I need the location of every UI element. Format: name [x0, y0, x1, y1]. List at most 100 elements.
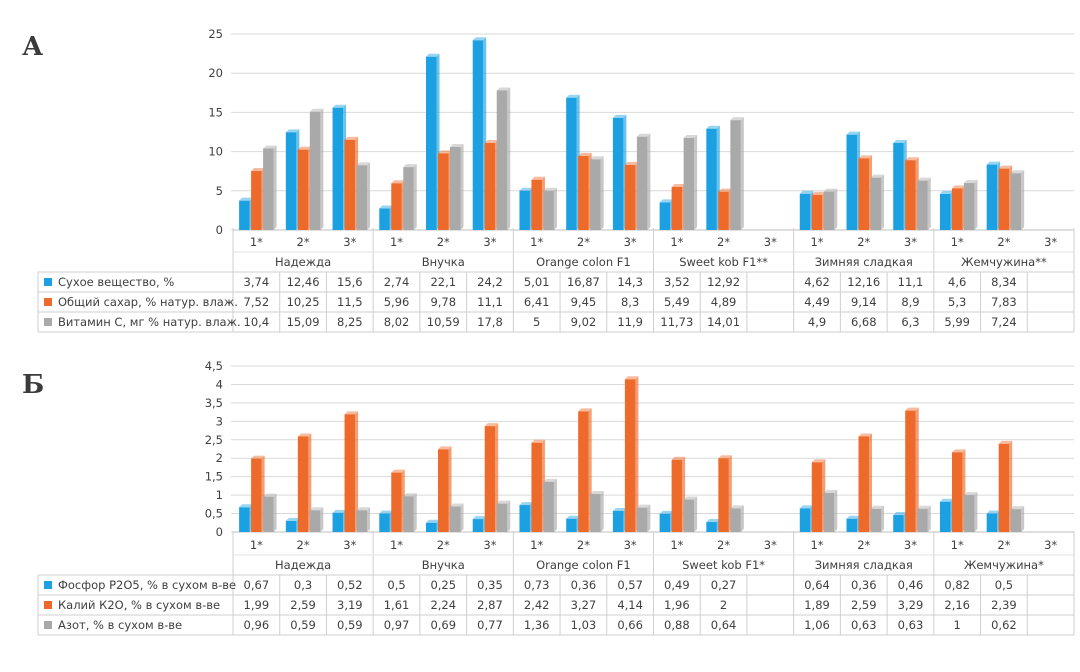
bar-a-s1-c17 [986, 161, 1001, 230]
bar-top [998, 440, 1013, 444]
y-tick-label-b: 4,5 [205, 359, 223, 373]
bar-front [951, 452, 963, 532]
data-label-a: 5,3 [948, 295, 966, 309]
bar-front [905, 160, 916, 230]
bar-top [706, 125, 720, 129]
legend-label-a: Сухое вещество, % [58, 275, 174, 289]
data-label-b: 2,87 [477, 598, 503, 612]
data-label-a: 12,16 [847, 275, 880, 289]
bar-b-s2-c16 [951, 449, 966, 532]
bar-front [624, 164, 636, 230]
data-label-a: 10,4 [244, 315, 270, 329]
bar-top [531, 439, 545, 443]
bar-front [297, 436, 309, 532]
bar-side [834, 489, 838, 532]
bar-top [846, 515, 860, 519]
bar-side [694, 496, 698, 532]
bar-front [379, 208, 390, 230]
bar-a-s2-c1 [251, 168, 265, 230]
bar-a-s3-c13 [823, 188, 838, 230]
data-label-b: 4,14 [617, 598, 643, 612]
bar-top [578, 408, 592, 412]
bar-a-s2-c16 [951, 185, 966, 230]
bar-side [647, 504, 651, 532]
bar-front [963, 495, 975, 532]
bar-front [531, 179, 542, 230]
data-label-a: 15,6 [337, 275, 363, 289]
x-subcategory-label-a: 1* [951, 235, 964, 249]
bar-side [1021, 506, 1025, 532]
data-label-a: 14,3 [617, 275, 643, 289]
bar-top [379, 205, 393, 209]
bar-front [484, 142, 496, 230]
legend-label-b: Фосфор Р2О5, % в сухом в-ве [58, 578, 236, 592]
bar-a-s1-c6 [472, 37, 487, 230]
bar-b-s2-c13 [811, 459, 826, 532]
bar-b-s3-c1 [263, 493, 277, 532]
legend-label-b: Азот, % в сухом в-ве [58, 618, 182, 632]
bar-top [438, 446, 452, 450]
bar-top [566, 94, 580, 98]
bar-b-s2-c3 [344, 411, 359, 532]
bar-front [612, 117, 624, 230]
x-subcategory-label-a: 2* [577, 235, 590, 249]
bar-a-s2-c5 [438, 150, 452, 230]
data-label-b: 1,96 [664, 598, 690, 612]
bar-a-s3-c3 [356, 162, 371, 230]
bar-a-s1-c13 [799, 190, 814, 230]
x-subcategory-label-b: 1* [810, 538, 823, 552]
data-label-a: 12,92 [707, 275, 740, 289]
bar-top [472, 516, 487, 520]
bar-top [297, 146, 312, 150]
data-label-b: 0,88 [664, 618, 690, 632]
bar-side [413, 164, 417, 230]
bar-b-s3-c5 [450, 503, 464, 532]
bar-front [1010, 509, 1022, 532]
x-group-label-a: Sweet kob F1** [679, 255, 768, 269]
data-label-b: 2 [720, 598, 727, 612]
bar-side [273, 145, 277, 230]
x-group-label-a: Orange colon F1 [536, 255, 631, 269]
bar-front [823, 492, 835, 532]
bar-front [811, 194, 823, 230]
x-subcategory-label-b: 2* [297, 538, 310, 552]
x-subcategory-label-b: 1* [390, 538, 403, 552]
x-group-label-b: Orange colon F1 [536, 558, 631, 572]
bar-side [355, 411, 359, 532]
bar-top [730, 117, 744, 121]
bar-front [403, 167, 414, 230]
bar-top [531, 176, 545, 180]
x-group-label-b: Sweet kob F1* [682, 558, 765, 572]
data-label-b: 0,69 [430, 618, 456, 632]
bar-top [356, 507, 371, 511]
data-label-a: 11,5 [337, 295, 363, 309]
bar-top [332, 104, 347, 108]
bar-top [356, 162, 371, 166]
bar-a-s2-c17 [998, 165, 1013, 230]
bar-b-s1-c3 [332, 509, 347, 532]
bar-top [332, 509, 347, 513]
bar-b-s3-c4 [403, 493, 417, 532]
bar-front [624, 379, 636, 532]
bar-top [730, 505, 744, 509]
data-label-b: 1,99 [244, 598, 270, 612]
bar-top [496, 500, 511, 504]
y-tick-label-b: 2,5 [205, 433, 223, 447]
bar-front [450, 146, 461, 230]
bar-front [963, 183, 975, 230]
bar-b-s3-c3 [356, 507, 371, 532]
bar-a-s2-c7 [531, 176, 545, 230]
bar-b-s1-c13 [799, 505, 814, 532]
bar-a-s2-c10 [671, 183, 686, 230]
bar-front [543, 190, 554, 230]
bar-top [858, 433, 872, 437]
bar-b-s2-c2 [297, 433, 312, 532]
data-label-a: 24,2 [477, 275, 503, 289]
data-label-b: 2,24 [430, 598, 456, 612]
x-subcategory-label-b: 3* [343, 538, 356, 552]
bar-top [438, 150, 452, 154]
bar-front [309, 510, 321, 532]
bar-front [472, 519, 484, 532]
bar-front [438, 449, 449, 532]
data-label-a: 7,52 [244, 295, 270, 309]
